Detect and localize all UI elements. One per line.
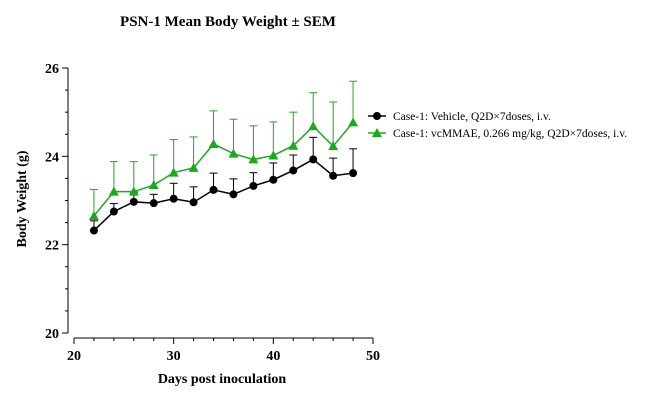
data-point-triangle — [328, 141, 339, 151]
data-point-triangle — [308, 121, 319, 131]
data-point-circle — [229, 190, 238, 199]
data-point-circle — [309, 155, 318, 164]
data-point-circle — [329, 171, 338, 180]
data-point-circle — [109, 207, 118, 216]
x-tick-label: 20 — [67, 349, 81, 364]
legend-label: Case-1: Vehicle, Q2D×7doses, i.v. — [393, 111, 551, 123]
y-ticks: 20 22 24 26 — [45, 62, 68, 342]
data-point-triangle — [88, 210, 99, 220]
data-point-triangle — [228, 148, 239, 158]
legend-item-2: Case-1: vcMMAE, 0.266 mg/kg, Q2D×7doses,… — [368, 128, 627, 140]
legend-item-1: Case-1: Vehicle, Q2D×7doses, i.v. — [368, 111, 551, 123]
chart-title: PSN-1 Mean Body Weight ± SEM — [120, 14, 336, 30]
y-tick-label: 24 — [45, 150, 59, 165]
x-tick-label: 50 — [366, 349, 380, 364]
axes — [67, 68, 373, 339]
legend-marker — [372, 128, 382, 137]
data-point-circle — [249, 181, 258, 190]
x-tick-label: 30 — [167, 349, 181, 364]
data-point-circle — [269, 175, 278, 184]
data-point-circle — [289, 166, 298, 175]
data-point-triangle — [348, 117, 359, 127]
legend: Case-1: Vehicle, Q2D×7doses, i.v. Case-1:… — [368, 111, 627, 140]
legend-marker — [373, 112, 381, 120]
data-point-triangle — [288, 140, 299, 150]
data-point-triangle — [148, 180, 159, 190]
data-point-triangle — [188, 162, 199, 172]
data-point-circle — [189, 198, 198, 207]
data-point-circle — [129, 197, 138, 206]
x-ticks: 20 30 40 50 — [67, 338, 380, 364]
y-axis-label: Body Weight (g) — [15, 150, 30, 247]
data-point-circle — [349, 169, 358, 178]
x-tick-label: 40 — [266, 349, 280, 364]
legend-label: Case-1: vcMMAE, 0.266 mg/kg, Q2D×7doses,… — [393, 128, 627, 140]
data-point-triangle — [248, 154, 259, 164]
y-tick-label: 20 — [45, 327, 59, 342]
series-layer — [88, 80, 359, 235]
series-2 — [88, 80, 359, 220]
data-point-circle — [149, 199, 158, 208]
data-point-triangle — [168, 167, 179, 177]
data-point-circle — [209, 185, 218, 194]
data-point-triangle — [108, 186, 119, 196]
data-point-circle — [89, 226, 98, 235]
data-point-circle — [169, 194, 178, 203]
x-axis-label: Days post inoculation — [158, 372, 287, 387]
series-1 — [89, 136, 358, 235]
data-point-triangle — [208, 138, 219, 148]
y-tick-label: 22 — [45, 239, 59, 254]
data-point-triangle — [128, 186, 139, 196]
data-point-triangle — [268, 150, 279, 160]
y-tick-label: 26 — [45, 62, 59, 77]
